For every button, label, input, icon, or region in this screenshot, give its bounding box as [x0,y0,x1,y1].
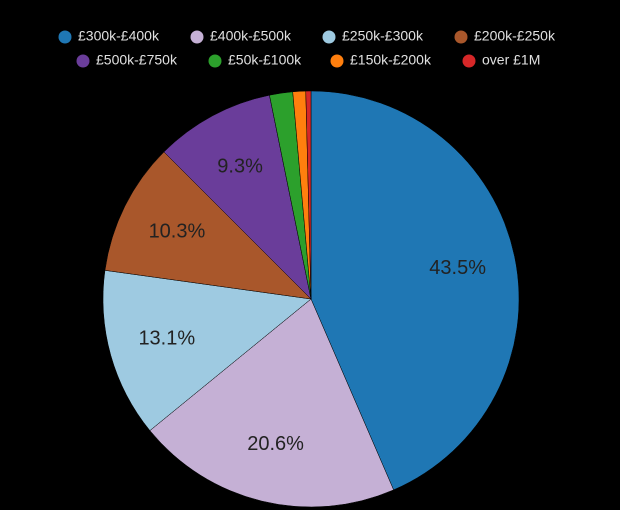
pie-slice [163,94,312,300]
slice-label: 9.3% [217,155,263,177]
legend-label: £200k-£250k [474,28,556,44]
pie-slice [102,270,312,431]
pie-slice [149,298,394,508]
legend-marker [190,30,204,44]
legend-marker [462,54,476,68]
legend-marker [208,54,222,68]
legend-label: over £1M [482,52,540,68]
legend-marker [322,30,336,44]
legend-label: £300k-£400k [78,28,160,44]
legend-marker [454,30,468,44]
slice-label: 13.1% [138,328,195,350]
pie-slice [310,90,520,491]
legend-marker [58,30,72,44]
slice-label: 43.5% [429,257,486,279]
legend-label: £250k-£300k [342,28,424,44]
legend-marker [330,54,344,68]
slice-label: 20.6% [247,433,304,455]
pie-slice [104,151,312,300]
pie-slice [305,90,312,300]
legend-label: £150k-£200k [350,52,432,68]
legend-label: £500k-£750k [96,52,178,68]
legend-label: £50k-£100k [228,52,302,68]
legend-label: £400k-£500k [210,28,292,44]
legend-marker [76,54,90,68]
slice-label: 10.3% [149,221,206,243]
